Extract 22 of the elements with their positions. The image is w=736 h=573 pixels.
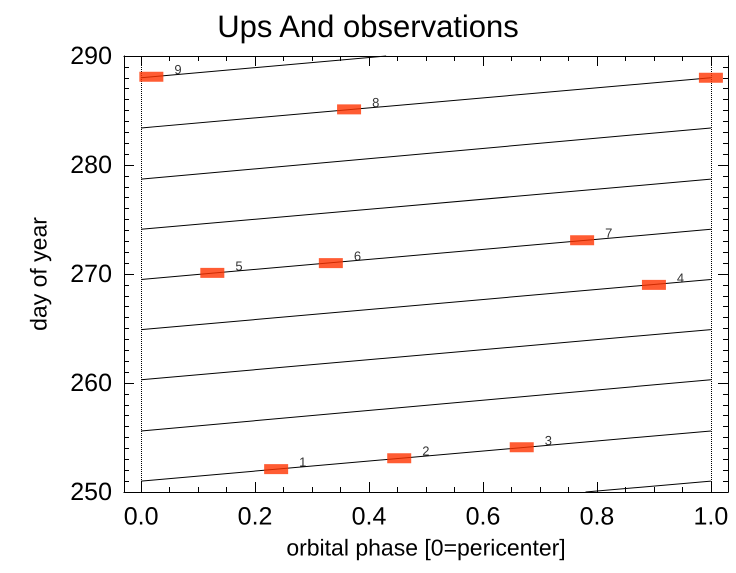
y-tick-label: 250 [70, 478, 112, 506]
chart-title: Ups And observations [217, 9, 519, 44]
x-tick-label: 0.8 [580, 502, 614, 530]
y-tick-label: 290 [70, 42, 112, 70]
annotation: 1 [299, 454, 306, 470]
annotation: 9 [174, 62, 182, 78]
annotation: 2 [422, 444, 430, 459]
y-tick-label: 260 [70, 369, 112, 397]
annotation: 8 [372, 94, 380, 110]
annotation: 3 [544, 432, 552, 448]
x-tick-label: 1.0 [694, 502, 728, 530]
annotation: 5 [235, 258, 243, 274]
x-tick-label: 0.2 [238, 502, 272, 530]
x-tick-label: 0.4 [352, 502, 386, 530]
y-tick-label: 270 [70, 260, 112, 288]
y-axis-title: day of year [26, 216, 52, 331]
annotation: 7 [605, 226, 612, 241]
x-tick-label: 0.0 [124, 502, 158, 530]
x-tick-label: 0.6 [466, 502, 500, 530]
x-axis-title: orbital phase [0=pericenter] [286, 534, 566, 560]
y-tick-label: 280 [70, 151, 112, 179]
annotation: 4 [676, 270, 684, 286]
